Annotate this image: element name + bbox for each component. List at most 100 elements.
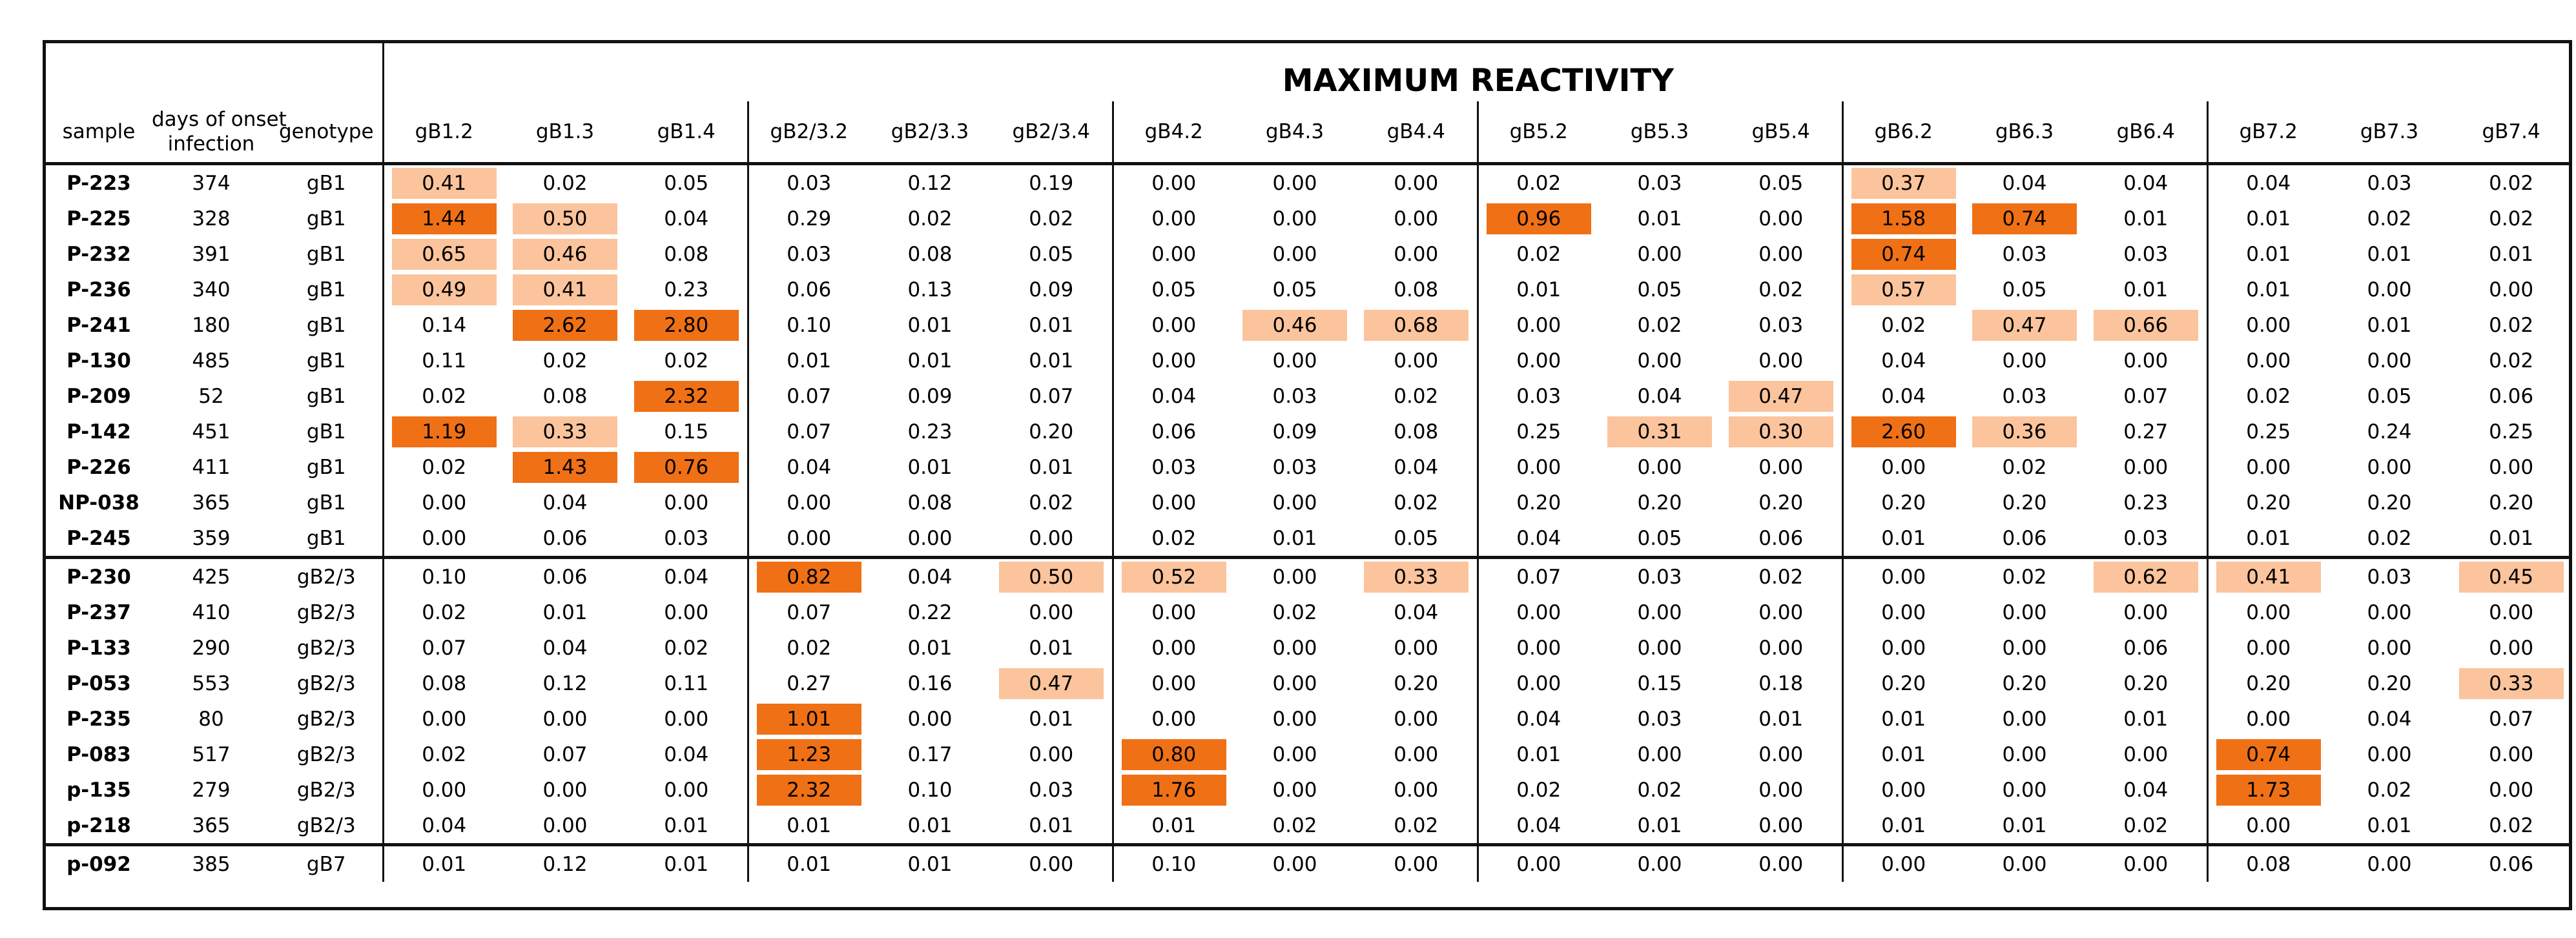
- value-cell: 0.20: [2450, 485, 2572, 520]
- value-highlight: 0.41: [2216, 561, 2321, 593]
- value-highlight: 0.02: [1516, 171, 1561, 195]
- value-cell: 0.36: [1964, 414, 2085, 449]
- value-highlight: 0.02: [1516, 778, 1561, 802]
- value-cell: 0.41: [504, 272, 626, 307]
- value-cell: 0.12: [504, 666, 626, 701]
- value-highlight: 0.00: [1758, 813, 1804, 837]
- value-highlight: 0.01: [2489, 242, 2534, 266]
- value-highlight: 0.04: [1881, 349, 1926, 372]
- value-highlight: 0.00: [1758, 207, 1804, 230]
- value-cell: 0.00: [1355, 164, 1478, 201]
- value-highlight: 0.00: [1637, 742, 1682, 766]
- value-highlight: 0.00: [1516, 349, 1561, 372]
- value-highlight: 0.25: [2489, 420, 2534, 444]
- value-highlight: 0.01: [2123, 707, 2169, 731]
- value-cell: 0.82: [747, 556, 869, 595]
- value-highlight: 0.11: [422, 349, 467, 372]
- value-highlight: 0.00: [1151, 313, 1197, 337]
- value-cell: 0.04: [504, 485, 626, 520]
- value-highlight: 0.00: [1516, 600, 1561, 624]
- value-highlight: 0.27: [787, 671, 832, 695]
- value-cell: 0.00: [1599, 630, 1720, 666]
- value-cell: 0.14: [382, 307, 504, 343]
- value-highlight: 0.76: [634, 451, 739, 483]
- value-highlight: 0.06: [2489, 852, 2534, 876]
- value-highlight: 0.03: [2367, 565, 2412, 589]
- value-cell: 0.00: [991, 595, 1113, 630]
- value-highlight: 0.46: [513, 238, 617, 270]
- col-header-days: days of onset infection: [152, 101, 287, 165]
- value-highlight: 0.49: [391, 274, 497, 305]
- genotype-cell: gB1: [306, 349, 346, 372]
- value-cell: 0.00: [1476, 843, 1599, 882]
- value-highlight: 0.62: [2093, 561, 2198, 593]
- value-cell: 0.23: [869, 414, 991, 449]
- value-highlight: 0.02: [2246, 384, 2291, 408]
- table-row: P-130 485 gB1 0.11 0.02 0.02 0.01 0.01 0.01 0.00 0…: [46, 343, 2572, 378]
- value-highlight: 0.00: [2367, 636, 2412, 660]
- value-highlight: 0.02: [2489, 171, 2534, 195]
- value-highlight: 0.68: [1363, 309, 1468, 341]
- value-cell: 0.00: [1234, 556, 1355, 595]
- value-highlight: 0.04: [787, 455, 832, 479]
- value-highlight: 0.01: [907, 313, 953, 337]
- value-cell: 0.00: [1234, 843, 1355, 882]
- value-highlight: 0.00: [1272, 491, 1317, 515]
- value-cell: 0.00: [869, 701, 991, 737]
- value-cell: 0.05: [1111, 272, 1234, 307]
- value-highlight: 0.10: [1151, 852, 1197, 876]
- value-cell: 0.00: [1111, 485, 1234, 520]
- value-cell: 0.20: [1355, 666, 1478, 701]
- value-highlight: 1.23: [756, 739, 861, 770]
- value-cell: 0.00: [1720, 236, 1842, 272]
- value-cell: 0.02: [991, 485, 1113, 520]
- value-highlight: 0.01: [2002, 813, 2047, 837]
- value-cell: 0.02: [1841, 307, 1964, 343]
- col-header-days-line2: infection: [167, 132, 255, 156]
- value-cell: 0.01: [1841, 520, 1964, 558]
- value-highlight: 0.01: [2246, 242, 2291, 266]
- value-highlight: 0.20: [1394, 671, 1439, 695]
- days-cell: 365: [192, 813, 231, 837]
- sample-cell: P-225: [67, 207, 131, 230]
- value-cell: 0.00: [1599, 595, 1720, 630]
- value-highlight: 0.01: [1029, 455, 1074, 479]
- value-cell: 0.00: [1355, 343, 1478, 378]
- value-highlight: 0.25: [1516, 420, 1561, 444]
- value-cell: 0.01: [504, 595, 626, 630]
- value-highlight: 0.17: [907, 742, 953, 766]
- value-cell: 0.03: [2329, 556, 2450, 595]
- value-highlight: 1.76: [1121, 774, 1226, 806]
- value-cell: 0.00: [1476, 595, 1599, 630]
- value-cell: 0.00: [2085, 343, 2207, 378]
- value-highlight: 0.47: [1972, 309, 2077, 341]
- value-highlight: 0.00: [1151, 491, 1197, 515]
- genotype-cell: gB2/3: [296, 636, 356, 660]
- value-highlight: 0.04: [422, 813, 467, 837]
- value-cell: 0.47: [991, 666, 1113, 701]
- value-cell: 0.00: [2450, 772, 2572, 808]
- value-highlight: 0.02: [2123, 813, 2169, 837]
- value-highlight: 0.29: [787, 207, 832, 230]
- value-cell: 0.09: [991, 272, 1113, 307]
- value-cell: 0.66: [2085, 307, 2207, 343]
- table-row: P-209 52 gB1 0.02 0.08 2.32 0.07 0.09 0.07 0.04 0.…: [46, 378, 2572, 414]
- value-highlight: 0.00: [2367, 349, 2412, 372]
- value-cell: 1.19: [382, 414, 504, 449]
- value-highlight: 0.00: [1637, 600, 1682, 624]
- value-highlight: 0.01: [2246, 207, 2291, 230]
- value-cell: 0.03: [747, 236, 869, 272]
- value-cell: 0.20: [1841, 666, 1964, 701]
- value-cell: 0.00: [1234, 236, 1355, 272]
- value-highlight: 0.07: [1029, 384, 1074, 408]
- value-cell: 0.00: [747, 520, 869, 558]
- value-highlight: 0.00: [1394, 778, 1439, 802]
- value-highlight: 0.02: [2367, 526, 2412, 550]
- value-highlight: 0.02: [1272, 600, 1317, 624]
- col-header-antigen: gB5.4: [1720, 101, 1842, 165]
- value-cell: 2.32: [626, 378, 748, 414]
- value-highlight: 0.74: [1972, 203, 2077, 234]
- value-highlight: 0.00: [2489, 742, 2534, 766]
- sample-cell: P-083: [67, 742, 131, 766]
- value-highlight: 0.00: [2123, 742, 2169, 766]
